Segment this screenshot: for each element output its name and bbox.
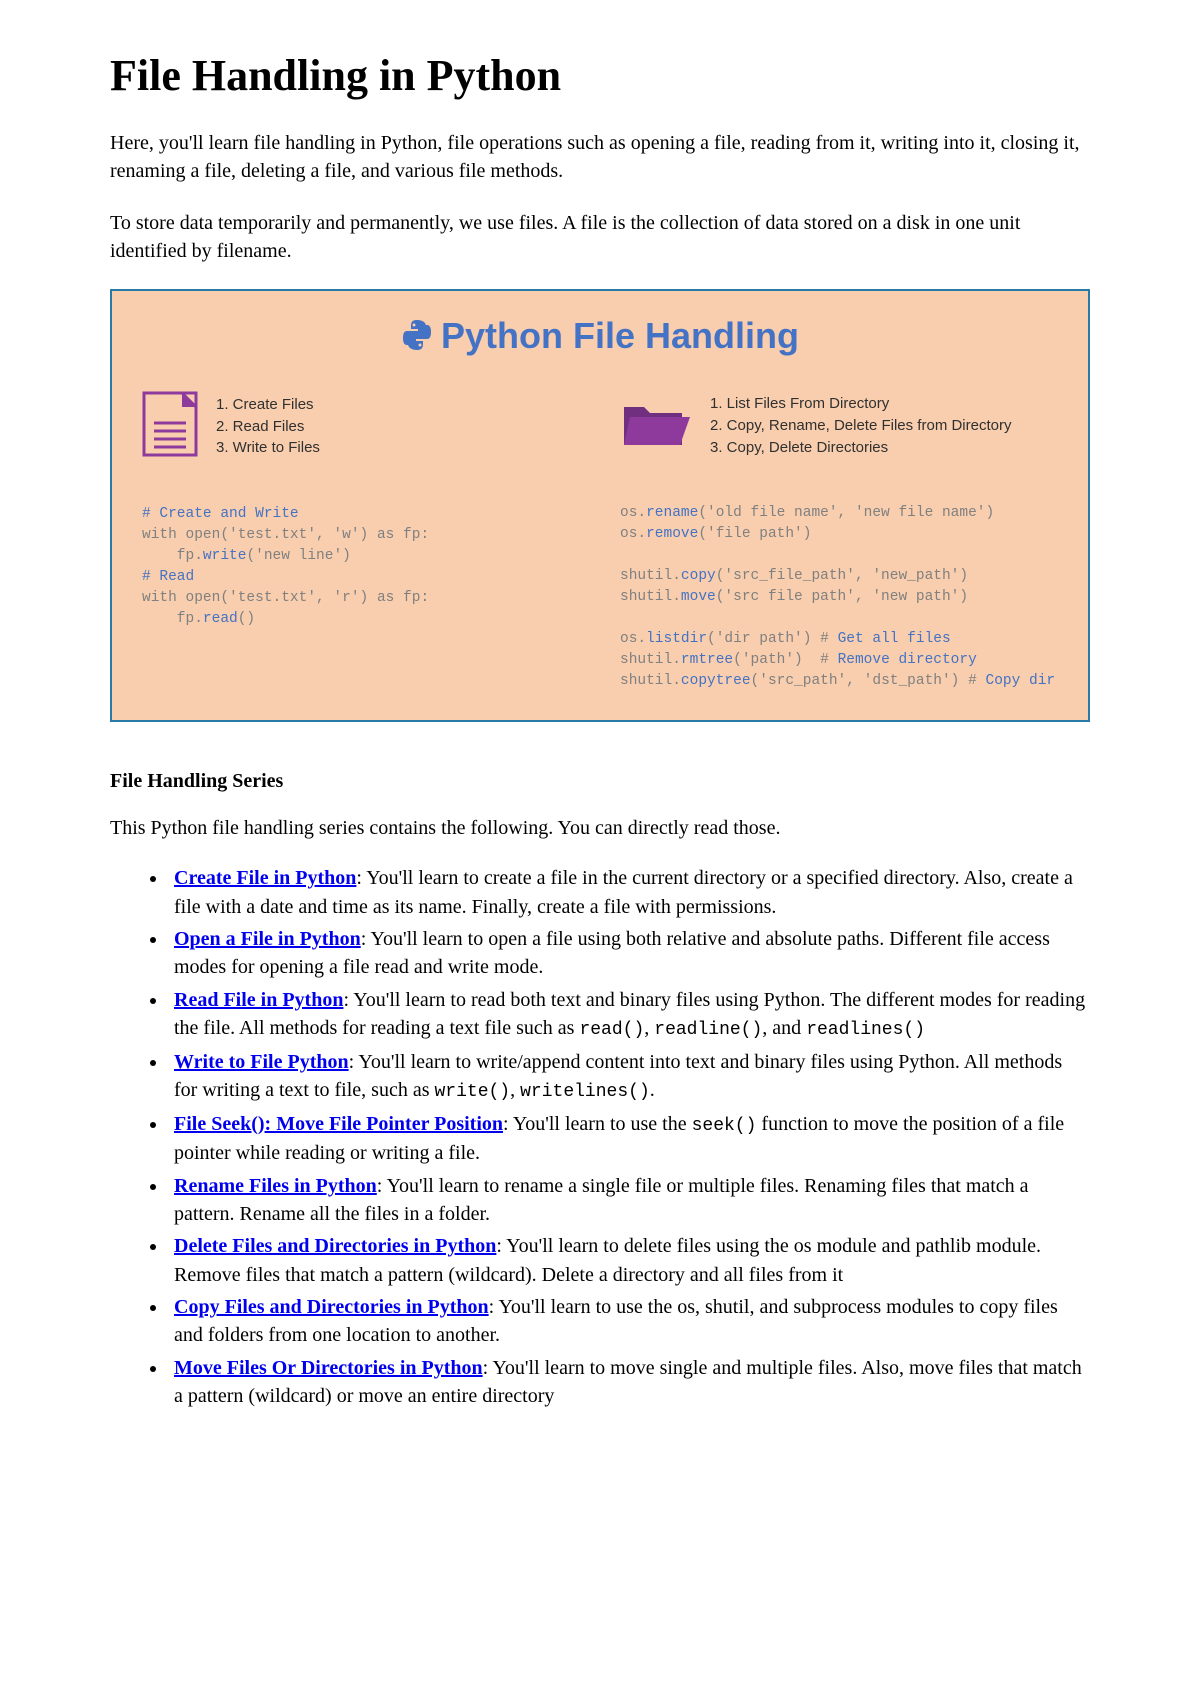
series-link[interactable]: Read File in Python [174, 989, 343, 1011]
series-link[interactable]: File Seek(): Move File Pointer Position [174, 1113, 503, 1135]
inline-code: read() [579, 1020, 644, 1040]
series-item: Read File in Python: You'll learn to rea… [168, 986, 1090, 1044]
series-link[interactable]: Create File in Python [174, 867, 356, 889]
bullet-item: 2. Copy, Rename, Delete Files from Direc… [710, 415, 1012, 437]
infographic-panel: Python File Handling 1. Cr [110, 289, 1090, 722]
series-link[interactable]: Write to File Python [174, 1051, 349, 1073]
series-list: Create File in Python: You'll learn to c… [110, 864, 1090, 1411]
bullet-item: 3. Copy, Delete Directories [710, 437, 1012, 459]
right-code-block: os.rename('old file name', 'new file nam… [620, 503, 1058, 692]
bullet-item: 3. Write to Files [216, 437, 320, 459]
python-logo-icon [401, 318, 433, 361]
left-code-block: # Create and Write with open('test.txt',… [142, 504, 580, 630]
series-link[interactable]: Delete Files and Directories in Python [174, 1235, 496, 1257]
infographic-left-column: 1. Create Files 2. Read Files 3. Write t… [142, 391, 580, 692]
inline-code: readlines() [806, 1020, 925, 1040]
series-item: Open a File in Python: You'll learn to o… [168, 925, 1090, 982]
series-item: Copy Files and Directories in Python: Yo… [168, 1293, 1090, 1350]
intro-paragraph: Here, you'll learn file handling in Pyth… [110, 129, 1090, 185]
bullet-item: 2. Read Files [216, 416, 320, 438]
inline-code: readline() [654, 1020, 762, 1040]
intro-paragraph: To store data temporarily and permanentl… [110, 209, 1090, 265]
series-item: Move Files Or Directories in Python: You… [168, 1354, 1090, 1411]
series-intro: This Python file handling series contain… [110, 817, 1090, 840]
infographic-title-text: Python File Handling [441, 315, 799, 356]
series-heading: File Handling Series [110, 770, 1090, 793]
page-title: File Handling in Python [110, 50, 1090, 101]
series-item: Rename Files in Python: You'll learn to … [168, 1172, 1090, 1229]
inline-code: seek() [692, 1116, 757, 1136]
series-desc: : You'll learn to use the [503, 1113, 692, 1135]
folder-icon [620, 397, 692, 456]
series-item: File Seek(): Move File Pointer Position:… [168, 1110, 1090, 1168]
series-item: Delete Files and Directories in Python: … [168, 1232, 1090, 1289]
series-link[interactable]: Rename Files in Python [174, 1175, 377, 1197]
bullet-item: 1. List Files From Directory [710, 393, 1012, 415]
series-item: Create File in Python: You'll learn to c… [168, 864, 1090, 921]
infographic-right-column: 1. List Files From Directory 2. Copy, Re… [620, 391, 1058, 692]
series-link[interactable]: Open a File in Python [174, 928, 361, 950]
series-link[interactable]: Move Files Or Directories in Python [174, 1357, 483, 1379]
intro-section: Here, you'll learn file handling in Pyth… [110, 129, 1090, 265]
series-item: Write to File Python: You'll learn to wr… [168, 1048, 1090, 1106]
inline-code: writelines() [520, 1082, 650, 1102]
bullet-item: 1. Create Files [216, 394, 320, 416]
file-icon [142, 391, 198, 462]
series-link[interactable]: Copy Files and Directories in Python [174, 1296, 489, 1318]
left-bullets: 1. Create Files 2. Read Files 3. Write t… [216, 394, 320, 459]
right-bullets: 1. List Files From Directory 2. Copy, Re… [710, 393, 1012, 458]
infographic-title: Python File Handling [142, 315, 1058, 361]
inline-code: write() [435, 1082, 511, 1102]
